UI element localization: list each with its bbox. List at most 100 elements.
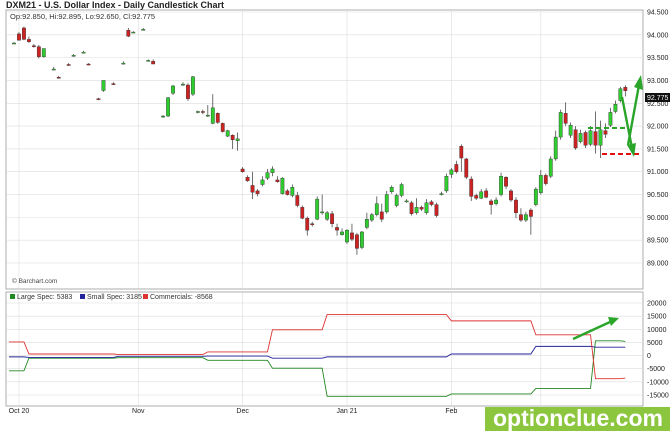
candlestick xyxy=(499,172,503,197)
candle-body-up xyxy=(499,176,503,195)
candlestick xyxy=(364,212,369,230)
x-axis-tick-label: Oct 20 xyxy=(9,408,30,415)
candle-body-down xyxy=(86,63,91,66)
cot-axis-tick-label: 5000 xyxy=(647,340,663,347)
candlestick xyxy=(524,211,528,222)
candle-body-down xyxy=(215,113,220,123)
candle-body-up xyxy=(449,169,454,175)
cot-series-line-large-spec xyxy=(9,340,626,397)
candle-body-down xyxy=(543,175,548,184)
candle-body-up xyxy=(568,124,573,136)
candlestick xyxy=(494,197,498,206)
candle-body-down xyxy=(31,45,36,47)
x-axis-tick-label: Feb xyxy=(445,408,457,415)
last-price-label: 92.775 xyxy=(647,95,669,102)
candlestick xyxy=(439,191,444,196)
candlestick xyxy=(399,182,404,198)
candle-body-up xyxy=(280,177,285,194)
candle-body-down xyxy=(310,223,315,225)
candlestick xyxy=(474,193,479,201)
down-arrow-icon xyxy=(620,96,636,157)
candle-body-up xyxy=(439,193,444,195)
candlestick xyxy=(558,109,563,140)
candle-body-up xyxy=(374,203,379,215)
candle-body-down xyxy=(419,207,424,210)
candle-body-down xyxy=(350,232,354,240)
candle-body-up xyxy=(404,200,409,203)
candle-body-down xyxy=(623,87,628,91)
candlestick xyxy=(618,86,623,103)
candlestick xyxy=(509,189,513,202)
legend-swatch xyxy=(143,294,148,299)
price-axis-tick-label: 90.500 xyxy=(647,192,669,199)
candlestick xyxy=(384,190,389,214)
candlestick xyxy=(320,194,325,215)
cot-up-arrow-icon xyxy=(572,317,619,341)
candlestick xyxy=(265,168,270,180)
candle-body-down xyxy=(469,178,474,197)
cot-axis-tick-label: -5000 xyxy=(647,366,665,373)
candlestick xyxy=(335,223,339,236)
candlestick xyxy=(350,223,354,242)
candle-body-up xyxy=(548,158,553,177)
candle-body-up xyxy=(81,51,86,54)
candlestick xyxy=(131,31,136,34)
legend-label: Small Spec: 3185 xyxy=(87,294,142,301)
candle-body-up xyxy=(558,112,563,138)
candlestick xyxy=(389,185,394,194)
price-axis-tick-label: 91.500 xyxy=(647,146,669,153)
candle-body-down xyxy=(429,201,434,205)
candle-body-down xyxy=(126,30,131,37)
candlestick xyxy=(225,129,230,138)
candle-body-up xyxy=(265,172,270,179)
candle-body-up xyxy=(101,80,106,91)
candle-body-up xyxy=(225,130,230,137)
candle-body-up xyxy=(364,218,369,228)
candlestick xyxy=(51,66,56,71)
candlestick xyxy=(166,96,170,117)
candle-body-down xyxy=(220,123,225,132)
candlestick xyxy=(27,36,31,44)
candle-body-up xyxy=(394,195,399,206)
candle-body-up xyxy=(424,202,429,213)
candlestick xyxy=(186,83,190,101)
candlestick xyxy=(66,63,71,66)
candlestick xyxy=(414,198,419,215)
price-axis-tick-label: 93.000 xyxy=(647,78,669,85)
candlestick xyxy=(101,80,106,92)
ohlc-readout: Op:92.850, Hi:92.895, Lo:92.650, Cl:92.7… xyxy=(10,12,155,21)
candle-body-up xyxy=(191,76,195,95)
candlestick xyxy=(235,132,240,151)
candlestick xyxy=(126,27,131,38)
candlestick xyxy=(230,134,235,149)
candlestick xyxy=(598,120,603,159)
candlestick xyxy=(563,102,568,127)
candlestick xyxy=(270,166,275,177)
candlestick xyxy=(514,197,518,219)
candlestick xyxy=(444,173,449,193)
candlestick xyxy=(593,111,598,154)
candle-body-up xyxy=(524,214,528,221)
candlestick xyxy=(31,43,36,48)
candle-body-up xyxy=(12,42,16,45)
candle-body-down xyxy=(151,61,156,65)
cot-series-line-small-spec xyxy=(9,345,626,359)
candlestick xyxy=(181,82,185,86)
candle-body-down xyxy=(250,185,255,193)
candle-body-up xyxy=(131,31,136,34)
candle-body-down xyxy=(255,190,260,194)
axis-layer: 94.500 94.000 93.500 93.000 92.500 92.000 91.5… xyxy=(9,10,669,416)
candlestick xyxy=(71,53,76,57)
candle-body-up xyxy=(578,133,583,142)
candlestick xyxy=(315,196,320,221)
candle-body-down xyxy=(245,177,250,182)
legend-entry: Commercials: -8568 xyxy=(143,294,213,301)
candle-body-up xyxy=(533,188,538,205)
chart-title: DXM21 - U.S. Dollar Index - Daily Candle… xyxy=(6,0,224,10)
candlestick xyxy=(464,158,469,180)
legend-swatch xyxy=(10,294,15,299)
candlestick xyxy=(245,175,250,182)
candlestick xyxy=(141,27,146,31)
candle-body-up xyxy=(384,194,389,213)
